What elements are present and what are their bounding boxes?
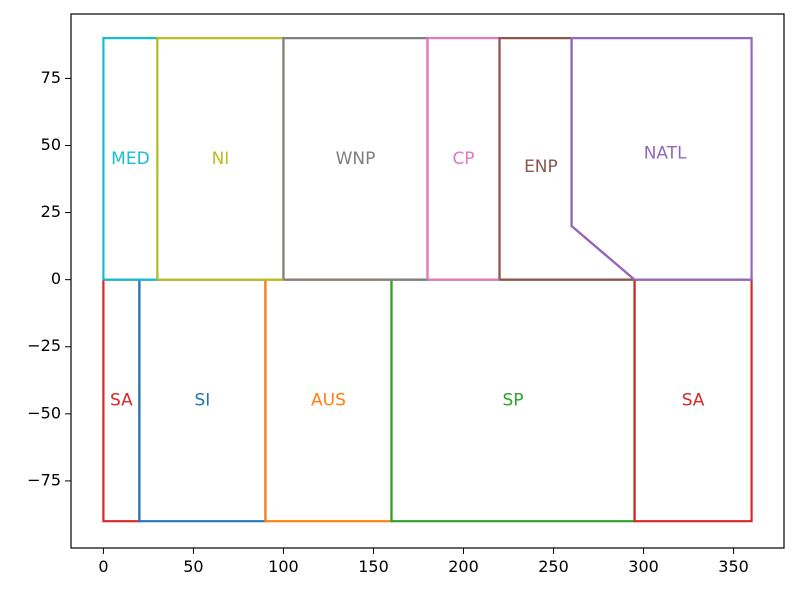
y-tick-label--50: −50 [27, 403, 61, 422]
region-label-med-5: MED [111, 149, 150, 169]
x-tick-label-250: 250 [538, 557, 569, 576]
region-label-sp-3: SP [503, 390, 524, 410]
plot-frame [70, 13, 785, 549]
region-label-enp-9: ENP [524, 157, 558, 177]
y-tick-label-0: 0 [51, 269, 61, 288]
region-line-natl-10 [570, 37, 753, 281]
region-label-natl-10: NATL [644, 144, 687, 164]
region-lines [102, 37, 753, 523]
y-axis: −75 −50 −25 0 25 50 75 [27, 68, 71, 489]
region-label-si-1: SI [195, 390, 211, 410]
x-tick-label-50: 50 [183, 557, 203, 576]
region-label-sa-0: SA [110, 390, 133, 410]
region-label-ni-6: NI [212, 149, 230, 169]
x-tick-label-350: 350 [718, 557, 749, 576]
x-axis: 0 50 100 150 200 250 300 350 [98, 548, 749, 576]
y-tick-label-25: 25 [41, 202, 61, 221]
region-label-sa-4: SA [682, 390, 705, 410]
y-tick-label--25: −25 [27, 336, 61, 355]
x-tick-label-150: 150 [358, 557, 389, 576]
y-tick-label-75: 75 [41, 68, 61, 87]
x-tick-label-0: 0 [98, 557, 108, 576]
region-line-enp-9 [498, 37, 638, 281]
region-label-aus-2: AUS [311, 390, 346, 410]
y-tick-label-50: 50 [41, 135, 61, 154]
region-label-wnp-7: WNP [336, 149, 376, 169]
y-tick-label--75: −75 [27, 470, 61, 489]
x-tick-label-300: 300 [628, 557, 659, 576]
x-tick-label-200: 200 [448, 557, 479, 576]
x-tick-label-100: 100 [268, 557, 299, 576]
region-label-cp-8: CP [452, 149, 474, 169]
region-labels: SA SI AUS SP SA MED NI WNP CP ENP NATL [110, 144, 705, 411]
